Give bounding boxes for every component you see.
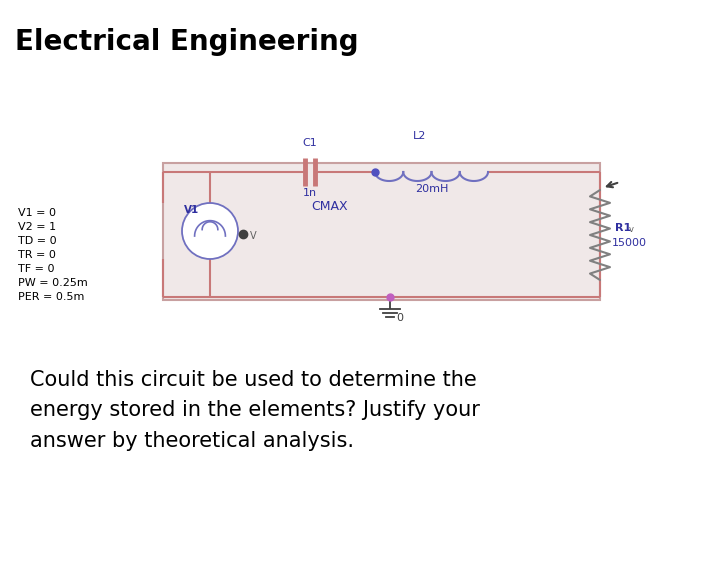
Bar [163,163,600,300]
Text: C1: C1 [302,138,318,148]
Text: 1n: 1n [303,188,317,198]
Text: 15000: 15000 [612,238,647,248]
Text: CMAX: CMAX [312,200,348,213]
Text: V1: V1 [184,205,199,215]
Text: 0: 0 [396,313,403,323]
Text: R1: R1 [615,223,631,233]
Text: Could this circuit be used to determine the
energy stored in the elements? Justi: Could this circuit be used to determine … [30,370,480,451]
Text: 20mH: 20mH [415,184,448,194]
Text: V1 = 0
V2 = 1
TD = 0
TR = 0
TF = 0
PW = 0.25m
PER = 0.5m: V1 = 0 V2 = 1 TD = 0 TR = 0 TF = 0 PW = … [18,208,88,302]
Circle shape [182,203,238,259]
Text: L2: L2 [413,131,427,141]
Text: v: v [629,226,634,235]
Text: V: V [250,231,256,241]
Text: Electrical Engineering: Electrical Engineering [15,28,359,56]
